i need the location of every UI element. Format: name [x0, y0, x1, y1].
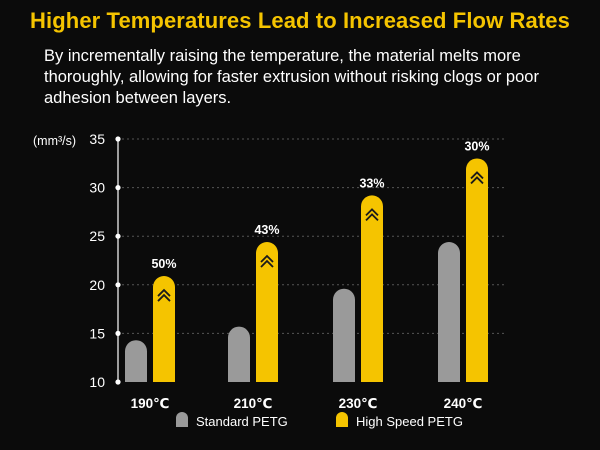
y-tick-dot — [115, 233, 121, 239]
y-tick-dot — [115, 330, 121, 336]
legend-swatch — [336, 412, 348, 427]
legend-high-speed-petg: High Speed PETG — [336, 412, 463, 429]
bar-standard-petg — [333, 288, 355, 382]
increase-label: 43% — [254, 223, 279, 237]
y-tick-dot — [115, 379, 121, 385]
bar-standard-petg — [228, 326, 250, 382]
y-tick-dot — [115, 282, 121, 288]
page-subtitle: By incrementally raising the temperature… — [44, 47, 539, 107]
bar-high-speed-petg — [466, 158, 488, 382]
increase-label: 30% — [464, 139, 489, 153]
y-tick-label: 30 — [89, 180, 105, 196]
y-tick-dot — [115, 185, 121, 191]
legend-standard-petg: Standard PETG — [176, 412, 288, 429]
bar-high-speed-petg — [361, 195, 383, 382]
bar-high-speed-petg — [256, 242, 278, 382]
chevron-up-icon — [365, 208, 379, 222]
bar-high-speed-petg — [153, 276, 175, 382]
category-label: 210℃ — [234, 396, 273, 411]
y-tick-label: 10 — [89, 374, 105, 390]
y-tick-label: 15 — [89, 325, 105, 341]
increase-label: 33% — [359, 176, 384, 190]
chevron-up-icon — [157, 288, 171, 302]
y-axis-label: (mm³/s) — [33, 134, 76, 148]
y-tick-label: 25 — [89, 228, 105, 244]
y-tick-label: 20 — [89, 277, 105, 293]
legend-label: Standard PETG — [196, 414, 288, 429]
category-label: 190℃ — [131, 396, 170, 411]
legend-swatch — [176, 412, 188, 427]
page-title: Higher Temperatures Lead to Increased Fl… — [30, 8, 570, 33]
category-label: 240℃ — [444, 396, 483, 411]
y-tick-dot — [115, 136, 121, 142]
legend-label: High Speed PETG — [356, 414, 463, 429]
bar-standard-petg — [438, 242, 460, 382]
increase-label: 50% — [151, 257, 176, 271]
bar-standard-petg — [125, 340, 147, 382]
chevron-up-icon — [470, 171, 484, 185]
category-label: 230℃ — [339, 396, 378, 411]
y-tick-label: 35 — [89, 131, 105, 147]
chevron-up-icon — [260, 254, 274, 268]
